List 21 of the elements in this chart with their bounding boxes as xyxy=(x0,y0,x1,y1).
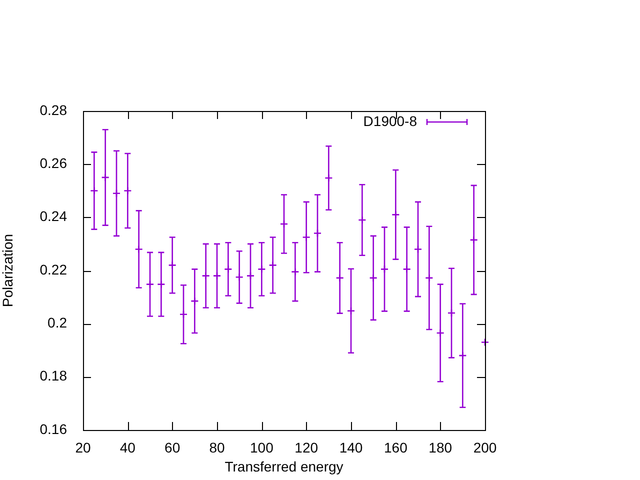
y-tick-label: 0.16 xyxy=(40,420,68,437)
x-tick-label: 40 xyxy=(120,439,136,456)
x-tick-label: 120 xyxy=(294,439,318,456)
point xyxy=(480,338,490,346)
x-tick-label: 160 xyxy=(384,439,408,456)
x-tick-label: 80 xyxy=(209,439,225,456)
x-axis-title: Transferred energy xyxy=(224,458,344,474)
x-tick-label: 20 xyxy=(75,439,91,456)
y-tick-label: 0.24 xyxy=(40,208,68,224)
y-tick-label: 0.28 xyxy=(40,102,68,118)
y-tick-label: 0.26 xyxy=(40,155,68,172)
x-tick-label: 100 xyxy=(250,439,274,456)
y-axis-title: Polarization xyxy=(0,234,16,308)
x-tick-label: 60 xyxy=(164,439,180,456)
y-tick-label: 0.22 xyxy=(40,261,68,278)
text: D1900-8 xyxy=(363,112,418,129)
x-tick-label: 200 xyxy=(473,439,497,456)
y-tick-label: 0.2 xyxy=(48,314,68,331)
y-tick-label: 0.18 xyxy=(40,368,68,384)
x-tick-label: 180 xyxy=(428,439,452,456)
x-tick-label: 140 xyxy=(339,439,363,456)
